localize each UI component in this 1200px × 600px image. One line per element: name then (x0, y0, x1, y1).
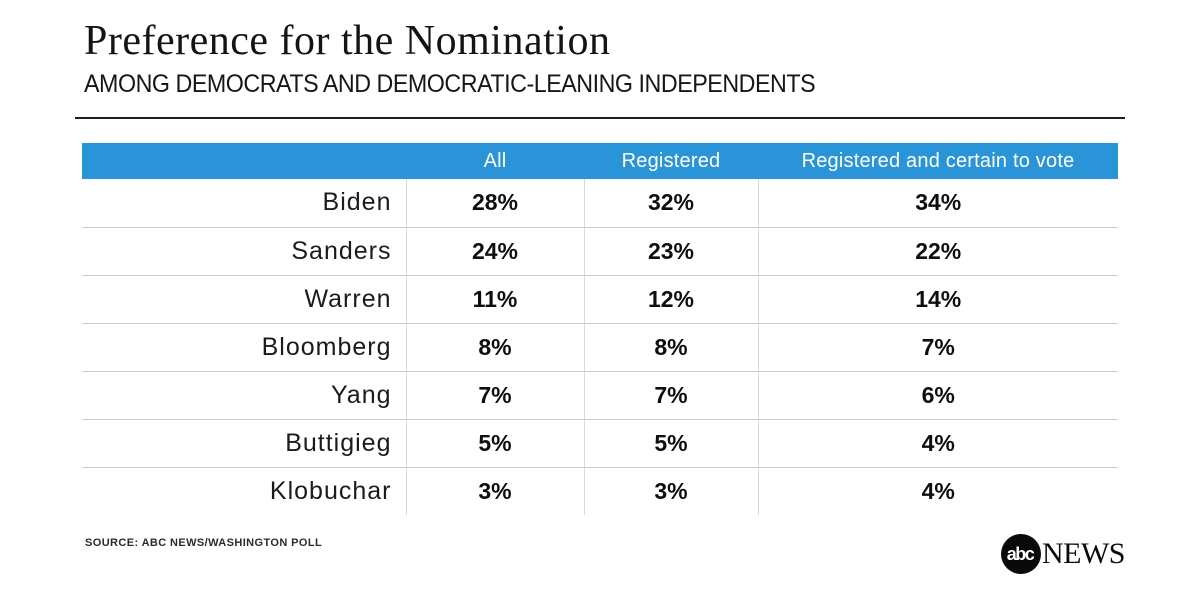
value-cell: 7% (583, 370, 758, 419)
table-row: Buttigieg 5% 5% 4% (82, 418, 1118, 467)
value-cell: 3% (405, 466, 584, 515)
candidate-name-cell: Bloomberg (82, 322, 406, 371)
value-cell: 12% (583, 274, 758, 323)
table-row: Bloomberg 8% 8% 7% (82, 322, 1118, 371)
candidate-name-cell: Sanders (82, 226, 406, 275)
poll-table: All Registered Registered and certain to… (82, 143, 1118, 515)
header-cell-empty (82, 143, 406, 179)
title-divider (75, 117, 1125, 119)
value-cell: 24% (405, 226, 584, 275)
abc-logo-icon: abc (1001, 534, 1041, 574)
value-cell: 22% (757, 226, 1118, 275)
value-cell: 28% (405, 179, 584, 227)
value-cell: 11% (405, 274, 584, 323)
value-cell: 32% (583, 179, 758, 227)
header-cell-all: All (406, 143, 584, 179)
news-wordmark: NEWS (1042, 537, 1126, 570)
table-header: All Registered Registered and certain to… (82, 143, 1118, 179)
value-cell: 34% (757, 179, 1118, 227)
candidate-name-cell: Klobuchar (82, 466, 406, 515)
value-cell: 4% (757, 418, 1118, 467)
page-title: Preference for the Nomination (84, 18, 611, 64)
header-cell-registered: Registered (584, 143, 758, 179)
value-cell: 5% (405, 418, 584, 467)
candidate-name-cell: Buttigieg (82, 418, 406, 467)
value-cell: 8% (583, 322, 758, 371)
page-subtitle: AMONG DEMOCRATS AND DEMOCRATIC-LEANING I… (84, 70, 816, 98)
table-row: Biden 28% 32% 34% (82, 179, 1118, 227)
candidate-name-cell: Yang (82, 370, 406, 419)
table-row: Klobuchar 3% 3% 4% (82, 466, 1118, 515)
value-cell: 6% (757, 370, 1118, 419)
table-row: Warren 11% 12% 14% (82, 274, 1118, 323)
value-cell: 4% (757, 466, 1118, 515)
table-row: Sanders 24% 23% 22% (82, 226, 1118, 275)
header-cell-registered-certain: Registered and certain to vote (758, 143, 1118, 179)
table-row: Yang 7% 7% 6% (82, 370, 1118, 419)
value-cell: 7% (757, 322, 1118, 371)
value-cell: 3% (583, 466, 758, 515)
source-note: SOURCE: ABC NEWS/WASHINGTON POLL (85, 537, 323, 549)
value-cell: 8% (405, 322, 584, 371)
value-cell: 5% (583, 418, 758, 467)
header-row: All Registered Registered and certain to… (82, 143, 1118, 179)
value-cell: 14% (757, 274, 1118, 323)
value-cell: 23% (583, 226, 758, 275)
candidate-name-cell: Warren (82, 274, 406, 323)
candidate-name-cell: Biden (322, 188, 392, 217)
value-cell: 7% (405, 370, 584, 419)
abc-news-logo: abc NEWS (1001, 534, 1126, 574)
